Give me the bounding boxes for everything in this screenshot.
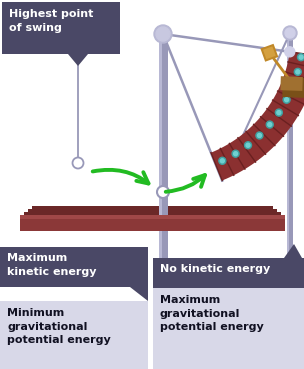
- Circle shape: [299, 55, 303, 59]
- Circle shape: [298, 54, 304, 61]
- Polygon shape: [280, 76, 303, 91]
- Bar: [158, 28, 162, 310]
- Circle shape: [268, 123, 272, 127]
- Bar: [287, 28, 289, 275]
- Circle shape: [233, 152, 238, 156]
- Circle shape: [220, 159, 224, 163]
- Circle shape: [256, 132, 263, 139]
- Bar: [20, 215, 285, 231]
- Circle shape: [257, 134, 261, 138]
- Circle shape: [72, 158, 84, 169]
- Text: Maximum
kinetic energy: Maximum kinetic energy: [7, 253, 96, 277]
- Bar: [153, 258, 304, 288]
- Bar: [2, 2, 120, 54]
- Circle shape: [157, 186, 169, 198]
- Circle shape: [285, 47, 295, 57]
- Circle shape: [289, 83, 296, 90]
- Circle shape: [283, 96, 290, 103]
- Circle shape: [266, 121, 273, 128]
- Bar: [0, 247, 148, 287]
- Circle shape: [294, 68, 301, 75]
- Bar: [28, 209, 277, 229]
- Circle shape: [285, 28, 295, 38]
- Polygon shape: [130, 287, 148, 301]
- Circle shape: [156, 27, 170, 41]
- Polygon shape: [211, 52, 304, 180]
- Circle shape: [275, 109, 282, 116]
- Polygon shape: [261, 44, 278, 62]
- Circle shape: [283, 26, 297, 40]
- Circle shape: [285, 98, 288, 102]
- Text: Maximum
gravitational
potential energy: Maximum gravitational potential energy: [160, 295, 264, 332]
- Circle shape: [232, 150, 239, 157]
- Text: No kinetic energy: No kinetic energy: [160, 264, 270, 274]
- Circle shape: [246, 143, 250, 147]
- Circle shape: [291, 84, 295, 88]
- Polygon shape: [284, 244, 302, 258]
- Bar: [20, 215, 285, 231]
- Text: Highest point
of swing: Highest point of swing: [9, 9, 93, 32]
- Circle shape: [219, 157, 226, 164]
- Circle shape: [277, 111, 281, 115]
- Polygon shape: [68, 54, 88, 66]
- Bar: [20, 215, 285, 219]
- Polygon shape: [282, 77, 304, 98]
- Bar: [32, 206, 273, 228]
- Text: Minimum
gravitational
potential energy: Minimum gravitational potential energy: [7, 308, 111, 345]
- Bar: [153, 288, 304, 369]
- Circle shape: [154, 25, 172, 43]
- Bar: [287, 28, 293, 275]
- Bar: [24, 212, 281, 230]
- Circle shape: [244, 142, 251, 149]
- Bar: [0, 301, 148, 369]
- Bar: [158, 28, 168, 310]
- Circle shape: [296, 70, 300, 74]
- Polygon shape: [263, 46, 276, 59]
